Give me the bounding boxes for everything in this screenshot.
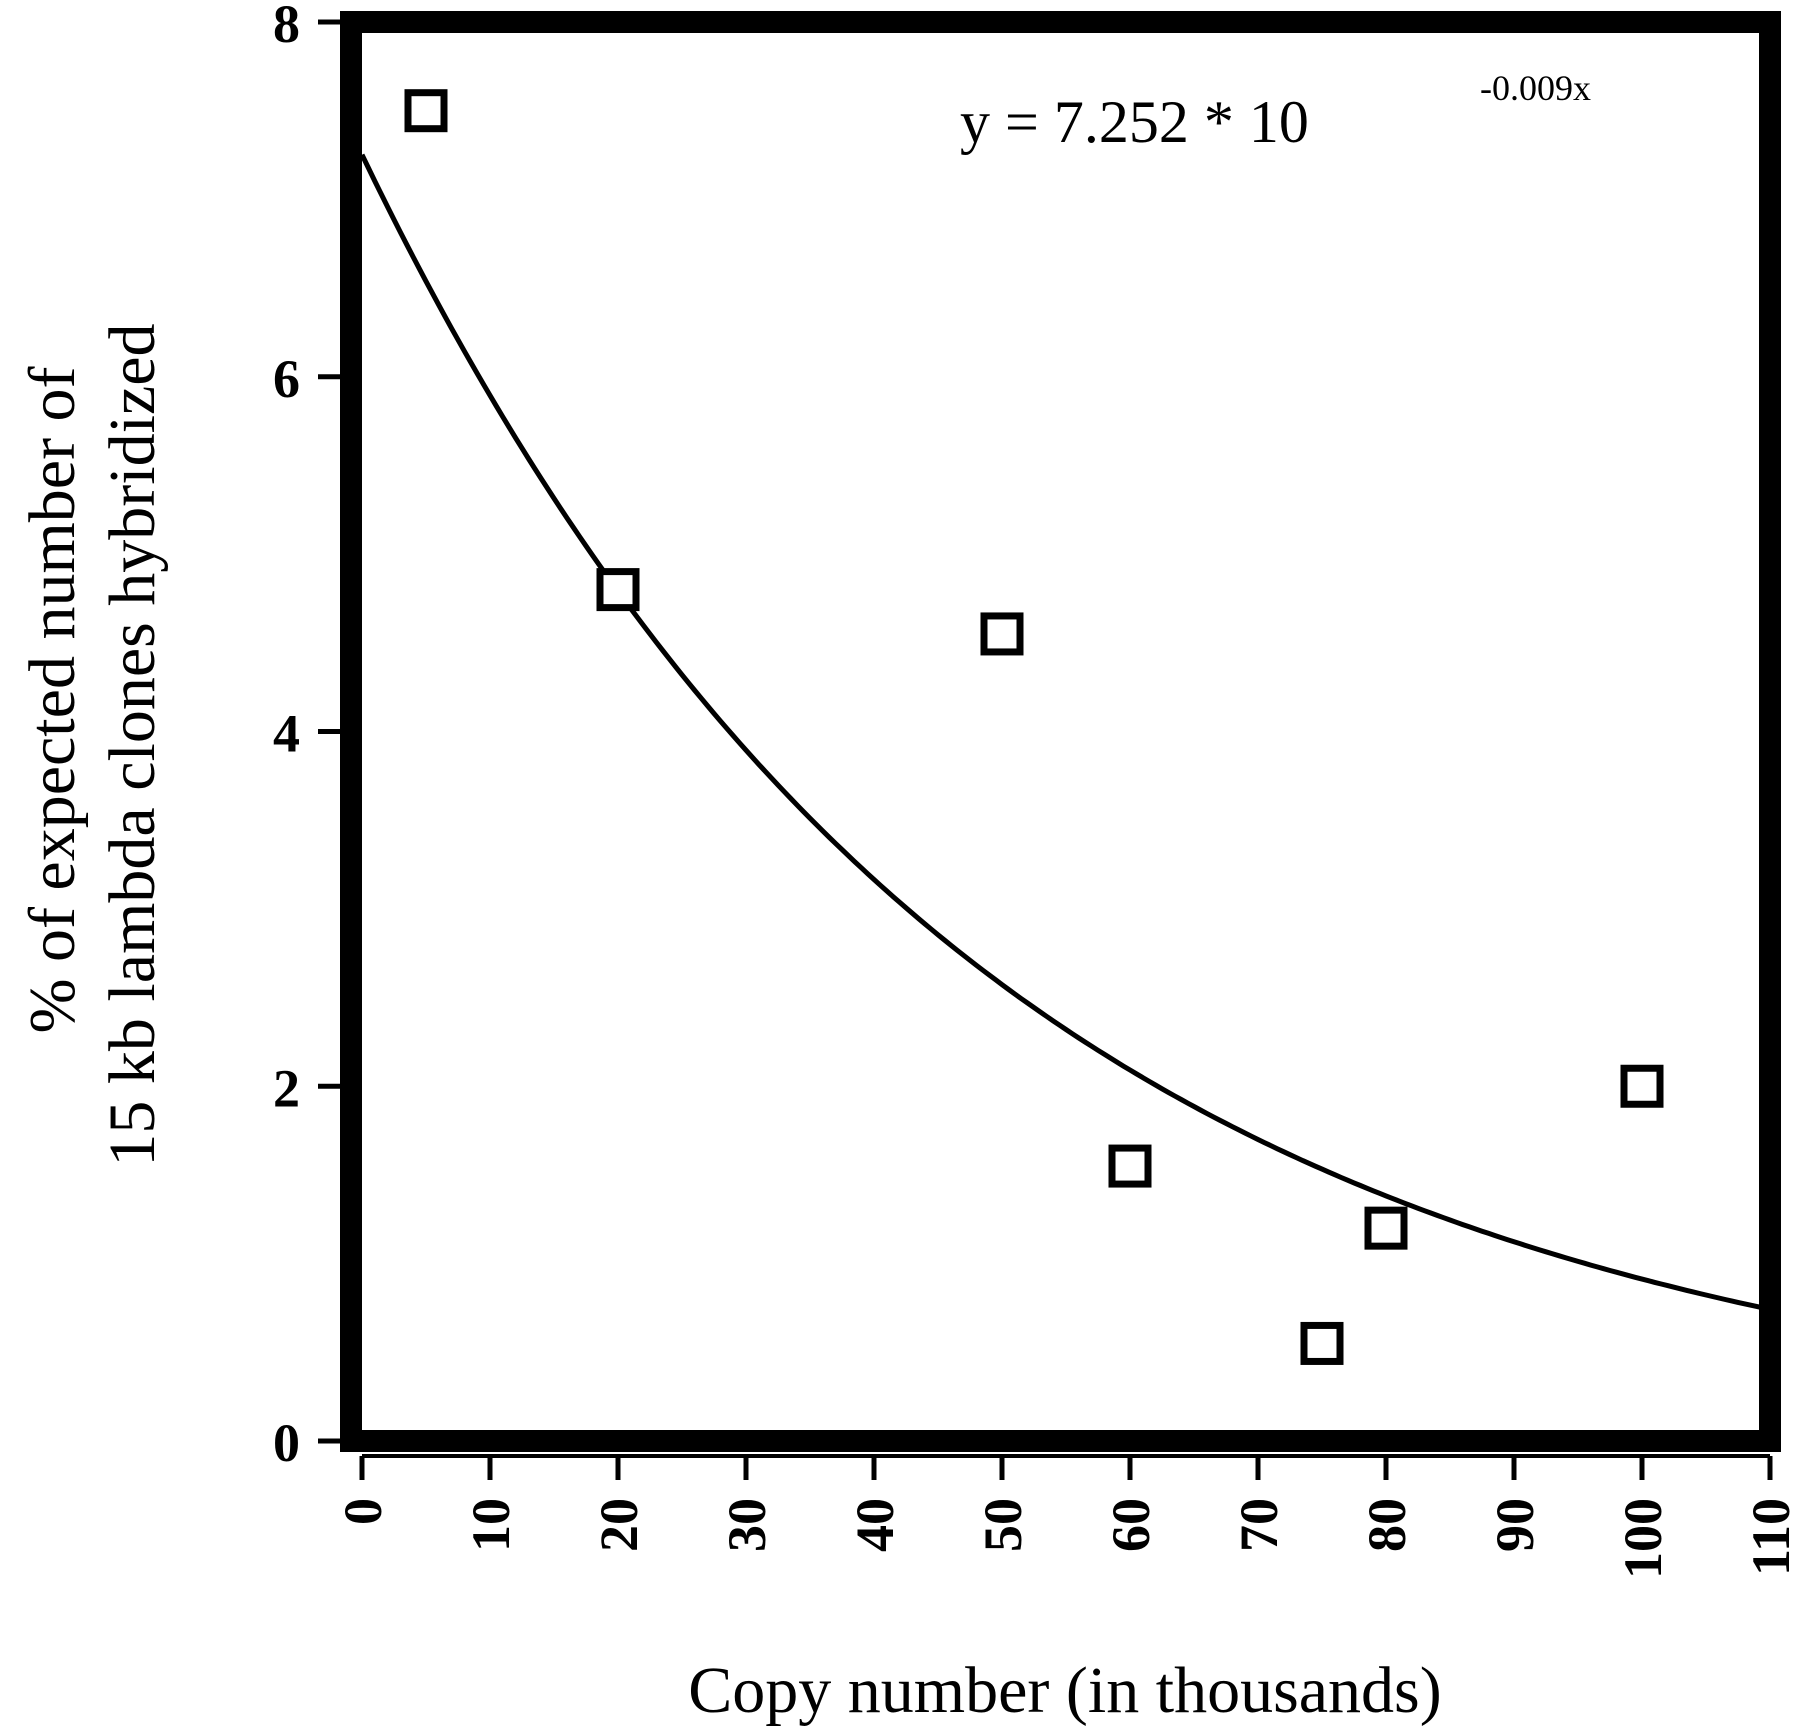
x-tick-label: 50 (973, 1498, 1033, 1552)
x-tick-label: 0 (333, 1498, 393, 1525)
fit-equation: y = 7.252 * 10 (960, 89, 1309, 155)
x-tick-label: 40 (845, 1498, 905, 1552)
x-axis-label: Copy number (in thousands) (688, 1654, 1441, 1727)
fit-equation-exponent: -0.009x (1480, 68, 1591, 108)
x-tick-label: 80 (1357, 1498, 1417, 1552)
x-tick-label: 20 (589, 1498, 649, 1552)
plot-area (359, 89, 1771, 1365)
y-tick-label: 0 (273, 1413, 300, 1473)
x-tick-label: 70 (1229, 1498, 1289, 1552)
plot-frame (340, 11, 1781, 1452)
y-axis-label-line-1: % of expected number of (16, 366, 89, 1033)
x-tick-label: 90 (1485, 1498, 1545, 1552)
x-tick-label: 10 (461, 1498, 521, 1552)
y-tick-label: 8 (273, 0, 300, 54)
data-point (980, 612, 1024, 656)
data-point (1620, 1064, 1664, 1108)
y-tick-label: 2 (273, 1058, 300, 1118)
fit-curve (359, 153, 1771, 1312)
x-tick-label: 110 (1741, 1498, 1800, 1576)
data-point (404, 89, 448, 133)
data-point (1300, 1321, 1344, 1365)
x-tick-label: 60 (1101, 1498, 1161, 1552)
x-tick-label: 100 (1613, 1498, 1673, 1579)
y-tick-label: 6 (273, 349, 300, 409)
data-point (1108, 1144, 1152, 1188)
y-tick-label: 4 (273, 704, 300, 764)
data-point (1364, 1206, 1408, 1250)
y-axis-label-line-2: 15 kb lambda clones hybridized (96, 323, 169, 1166)
data-point (596, 568, 640, 612)
x-tick-label: 30 (717, 1498, 777, 1552)
